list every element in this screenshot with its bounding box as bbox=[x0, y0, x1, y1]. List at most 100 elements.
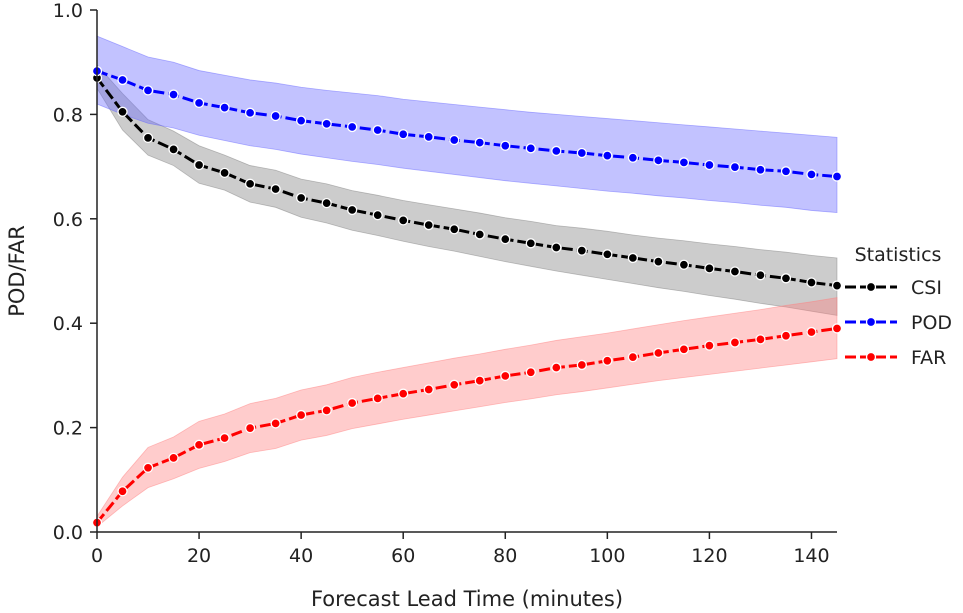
y-tick-label: 0.2 bbox=[53, 418, 83, 440]
far-point bbox=[474, 375, 485, 386]
y-axis-label: POD/FAR bbox=[5, 225, 29, 317]
x-axis-label: Forecast Lead Time (minutes) bbox=[311, 587, 623, 611]
far-point bbox=[653, 347, 664, 359]
pod-point bbox=[806, 169, 817, 180]
pod-point bbox=[449, 134, 460, 146]
pod-point bbox=[678, 157, 690, 168]
csi-point bbox=[627, 252, 639, 264]
csi-point bbox=[602, 249, 613, 260]
pod-point bbox=[168, 89, 179, 100]
csi-point bbox=[372, 209, 383, 221]
pod-point bbox=[653, 155, 664, 166]
pod-point bbox=[347, 121, 358, 133]
csi-point bbox=[423, 219, 434, 231]
legend-far-label: FAR bbox=[911, 347, 946, 369]
pod-point bbox=[295, 115, 307, 126]
pod-point bbox=[780, 166, 792, 177]
csi-point bbox=[193, 159, 205, 171]
pod-point bbox=[500, 140, 511, 151]
csi-point bbox=[500, 234, 511, 245]
pod-point bbox=[142, 85, 154, 96]
y-tick-label: 0.4 bbox=[53, 313, 83, 335]
csi-point bbox=[551, 242, 562, 253]
y-tick-label: 0.0 bbox=[53, 522, 83, 544]
pod-point bbox=[729, 161, 741, 173]
x-tick-label: 20 bbox=[187, 545, 211, 567]
csi-point bbox=[755, 270, 766, 281]
pod-point bbox=[193, 97, 205, 109]
legend: Statistics CSI POD FAR bbox=[845, 244, 952, 369]
y-tick-label: 1.0 bbox=[53, 0, 83, 22]
legend-title: Statistics bbox=[855, 244, 942, 266]
far-point bbox=[398, 388, 409, 399]
far-point bbox=[244, 422, 256, 434]
far-point bbox=[117, 486, 128, 497]
pod-point bbox=[423, 131, 434, 143]
far-point bbox=[500, 370, 511, 382]
x-tick-label: 80 bbox=[493, 545, 517, 567]
far-point bbox=[347, 397, 358, 409]
csi-point bbox=[831, 280, 843, 291]
csi-point bbox=[321, 197, 332, 209]
far-point bbox=[142, 462, 154, 473]
far-point bbox=[525, 367, 536, 378]
legend-pod-label: POD bbox=[911, 312, 952, 334]
pod-point bbox=[372, 124, 383, 136]
x-tick-label: 100 bbox=[589, 545, 625, 567]
x-tick-label: 40 bbox=[289, 545, 313, 567]
x-tick-label: 0 bbox=[91, 545, 103, 567]
csi-point bbox=[142, 132, 154, 144]
far-point bbox=[627, 351, 639, 363]
csi-point bbox=[398, 215, 409, 226]
legend-pod-marker bbox=[865, 316, 877, 328]
x-ticks: 0 20 40 60 80 100 120 140 bbox=[91, 532, 830, 567]
pod-point bbox=[627, 152, 639, 163]
far-point bbox=[780, 330, 792, 341]
csi-point bbox=[474, 229, 485, 240]
pod-point bbox=[117, 74, 128, 86]
far-point bbox=[704, 340, 715, 351]
legend-far-marker bbox=[865, 351, 877, 363]
pod-point bbox=[398, 129, 409, 140]
y-tick-label: 0.8 bbox=[53, 104, 83, 126]
pod-point bbox=[704, 159, 715, 171]
csi-point bbox=[270, 183, 281, 195]
csi-point bbox=[704, 263, 715, 274]
pod-point bbox=[576, 147, 587, 159]
pod-point bbox=[270, 110, 281, 122]
csi-point bbox=[729, 266, 741, 277]
pod-point bbox=[551, 145, 562, 157]
csi-point bbox=[449, 224, 460, 235]
far-confidence-band bbox=[96, 297, 838, 528]
far-point bbox=[219, 432, 230, 444]
pod-point bbox=[755, 164, 766, 175]
pod-point bbox=[525, 143, 536, 154]
far-point bbox=[831, 323, 843, 334]
far-point bbox=[602, 355, 613, 366]
far-point bbox=[372, 393, 383, 404]
csi-point bbox=[295, 192, 307, 204]
csi-point bbox=[347, 204, 358, 216]
pod-point bbox=[219, 102, 230, 113]
far-point bbox=[806, 326, 817, 338]
confidence-bands bbox=[96, 35, 838, 528]
legend-csi-label: CSI bbox=[911, 277, 942, 299]
csi-point bbox=[525, 238, 536, 249]
pod-point bbox=[602, 150, 613, 161]
far-point bbox=[729, 337, 741, 348]
y-tick-label: 0.6 bbox=[53, 209, 83, 231]
far-point bbox=[678, 344, 690, 355]
csi-point bbox=[780, 273, 792, 284]
far-point bbox=[423, 384, 434, 395]
axes bbox=[96, 10, 837, 533]
series-markers bbox=[91, 65, 843, 528]
far-point bbox=[755, 334, 766, 345]
pod-point bbox=[831, 171, 843, 182]
far-point bbox=[576, 359, 587, 371]
y-ticks: 0.0 0.2 0.4 0.6 0.8 1.0 bbox=[53, 0, 97, 544]
far-point bbox=[270, 418, 281, 429]
far-point bbox=[193, 439, 205, 450]
x-tick-label: 120 bbox=[691, 545, 727, 567]
pod-point bbox=[244, 107, 256, 118]
